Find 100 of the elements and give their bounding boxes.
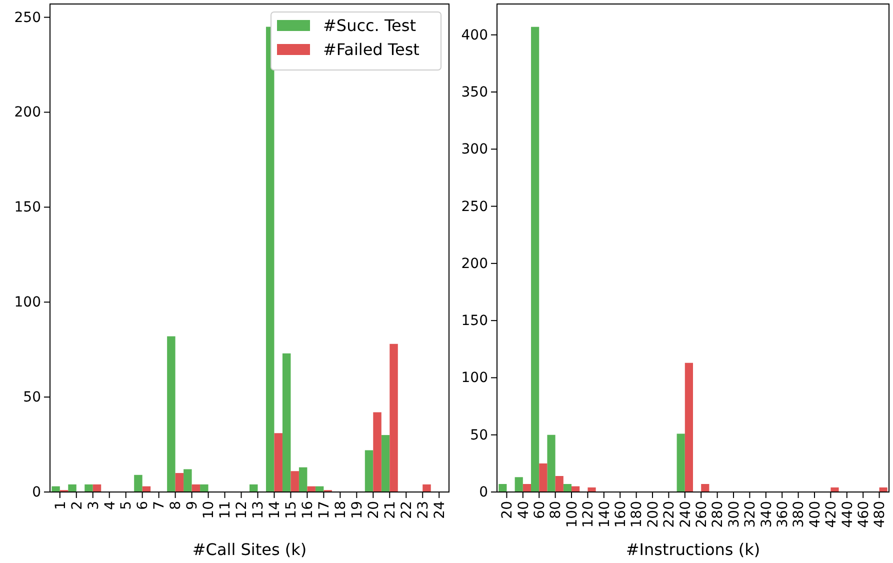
bar	[563, 484, 572, 492]
y-tick-label: 200	[461, 256, 488, 272]
y-tick-label: 0	[32, 484, 41, 500]
bar	[373, 412, 382, 492]
bar	[192, 484, 200, 492]
bar	[200, 484, 208, 492]
x-tick-label: 18	[333, 501, 350, 519]
x-tick-label: 10	[201, 501, 218, 519]
bar	[514, 477, 523, 492]
y-tick-label: 0	[479, 484, 488, 500]
x-tick-label: 7	[152, 501, 168, 510]
x-tick-label: 120	[580, 501, 597, 528]
bar	[134, 474, 142, 492]
bar	[84, 484, 93, 492]
x-tick-label: 14	[267, 500, 284, 519]
x-tick-label: 260	[694, 501, 710, 528]
x-tick-label: 19	[350, 501, 366, 519]
y-tick-label: 200	[14, 104, 41, 121]
x-tick-label: 220	[662, 501, 678, 528]
x-tick-label: 480	[872, 501, 888, 528]
x-tick-label: 3	[86, 501, 102, 510]
x-tick-label: 15	[284, 501, 300, 519]
x-tick-label: 12	[234, 501, 250, 519]
bar	[274, 433, 282, 492]
bar	[52, 486, 60, 492]
legend-label: #Failed Test	[323, 40, 420, 59]
bar	[588, 487, 596, 492]
bar	[390, 344, 398, 492]
x-tick-label: 80	[548, 501, 564, 519]
bar	[547, 434, 556, 492]
bar	[92, 484, 102, 492]
x-tick-label: 420	[824, 501, 840, 528]
bar	[830, 487, 839, 492]
x-tick-label: 140	[596, 501, 613, 528]
x-tick-label: 240	[678, 501, 694, 528]
x-tick-label: 1	[52, 501, 69, 510]
x-tick-label: 8	[168, 501, 184, 510]
x-tick-label: 6	[135, 500, 152, 510]
y-tick-label: 300	[461, 142, 488, 158]
x-tick-label: 2	[69, 501, 86, 510]
x-tick-label: 4	[102, 500, 118, 510]
bar	[282, 353, 291, 492]
x-tick-label: 9	[184, 501, 201, 510]
bar	[684, 362, 693, 492]
x-tick-label: 100	[564, 501, 580, 528]
x-tick-label: 200	[645, 501, 662, 528]
y-tick-label: 250	[461, 198, 488, 215]
x-tick-label: 160	[613, 501, 630, 528]
x-tick-label: 280	[710, 501, 726, 528]
bar	[539, 463, 548, 492]
x-tick-label: 24	[432, 500, 448, 519]
bar	[531, 26, 540, 492]
x-tick-label: 20	[500, 501, 516, 519]
x-axis-title: #Call Sites (k)	[192, 540, 307, 559]
bar	[307, 486, 316, 492]
x-tick-label: 13	[250, 501, 267, 519]
x-tick-label: 380	[791, 501, 808, 528]
y-tick-label: 350	[461, 84, 488, 100]
bar	[266, 26, 274, 492]
x-tick-label: 400	[807, 501, 824, 528]
y-tick-label: 50	[470, 427, 488, 444]
bar	[290, 471, 299, 492]
x-tick-label: 22	[399, 501, 416, 519]
bar	[175, 473, 184, 492]
x-tick-label: 20	[366, 501, 382, 519]
bar	[68, 484, 76, 492]
bar	[422, 484, 431, 492]
x-tick-label: 340	[758, 501, 775, 528]
x-tick-label: 180	[629, 501, 646, 528]
x-tick-label: 16	[300, 500, 316, 519]
x-tick-label: 440	[840, 501, 856, 528]
legend-label: #Succ. Test	[323, 16, 416, 35]
x-tick-label: 11	[218, 501, 234, 519]
y-tick-label: 100	[461, 370, 488, 386]
y-tick-label: 100	[14, 294, 41, 311]
x-tick-label: 360	[774, 501, 791, 528]
bar	[498, 484, 507, 492]
bar	[184, 469, 192, 492]
x-tick-label: 320	[742, 501, 759, 528]
bar	[250, 484, 258, 492]
y-tick-label: 400	[461, 27, 488, 44]
bar	[381, 435, 390, 492]
x-tick-label: 5	[118, 501, 135, 510]
bar	[555, 476, 564, 492]
bar	[167, 336, 176, 492]
x-tick-label: 23	[416, 501, 432, 519]
y-tick-label: 150	[461, 313, 488, 330]
y-tick-label: 50	[23, 390, 41, 406]
y-tick-label: 250	[14, 10, 41, 26]
bar	[676, 434, 685, 492]
x-tick-label: 460	[856, 501, 872, 528]
x-tick-label: 21	[382, 501, 399, 519]
x-tick-label: 40	[516, 501, 532, 519]
bar	[298, 467, 308, 492]
y-tick-label: 150	[14, 200, 41, 216]
x-tick-label: 60	[532, 501, 548, 519]
x-axis-title: #Instructions (k)	[626, 540, 760, 559]
bar	[364, 450, 374, 492]
x-tick-label: 17	[316, 501, 333, 519]
x-tick-label: 300	[726, 501, 742, 528]
